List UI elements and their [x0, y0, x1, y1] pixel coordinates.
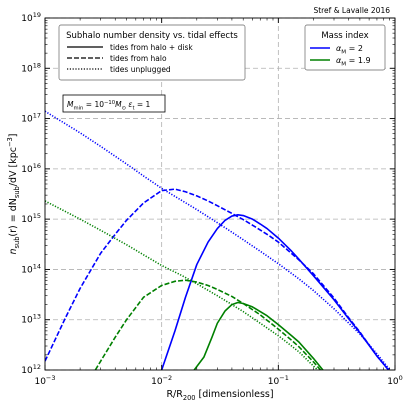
- annotation-box: [62, 94, 166, 113]
- x-tick-label: 100: [387, 374, 403, 387]
- y-tick-label: 1012: [21, 363, 41, 376]
- series-blue-dotted: [45, 110, 391, 370]
- x-axis-label: R/R200 [dimensionless]: [166, 389, 273, 402]
- legend-layer: Subhalo number density vs. tidal effects…: [58, 24, 386, 113]
- x-tick-label: 10−1: [268, 374, 289, 387]
- legend-tides-label: tides from halo: [110, 54, 167, 63]
- y-tick-label: 1013: [21, 313, 41, 326]
- credit-text: Stref & Lavalle 2016: [313, 6, 390, 15]
- axes: 10−3 10−2 10−1 100 1012 1013 1014 1015 1016 1017 1…: [6, 11, 403, 402]
- y-tick-label: 1016: [21, 162, 41, 175]
- x-tick-label: 10−2: [151, 374, 172, 387]
- annotation-text: Mmin = 10−10M⊙ εt = 1: [67, 100, 151, 111]
- plot-frame: [44, 17, 396, 371]
- y-tick-label: 1014: [21, 262, 41, 275]
- y-tick-label: 1015: [21, 212, 41, 225]
- series-layer: [45, 110, 391, 370]
- legend-mass-box: [304, 24, 386, 71]
- legend-mass-label: αM = 1.9: [336, 56, 371, 67]
- legend-tides-box: [58, 24, 246, 81]
- series-green-dotted: [45, 200, 320, 370]
- y-axis-label: nsub(r) = dNsub/dV [kpc−3]: [6, 133, 21, 254]
- x-tick-label: 10−3: [34, 374, 55, 387]
- series-green-solid: [193, 301, 324, 370]
- y-tick-label: 1018: [21, 61, 41, 74]
- legend-tides-title: Subhalo number density vs. tidal effects: [66, 31, 238, 41]
- series-blue-dashed: [45, 188, 390, 370]
- y-tick-label: 1019: [21, 11, 41, 24]
- y-tick-label: 1017: [21, 112, 41, 125]
- series-blue-solid: [160, 214, 390, 370]
- legend-mass-title: Mass index: [321, 31, 368, 41]
- series-green-dashed: [94, 279, 322, 370]
- legend-tides-label: tides unplugged: [110, 65, 171, 74]
- legend-tides-label: tides from halo + disk: [110, 43, 193, 52]
- legend-mass-label: αM = 2: [336, 44, 363, 55]
